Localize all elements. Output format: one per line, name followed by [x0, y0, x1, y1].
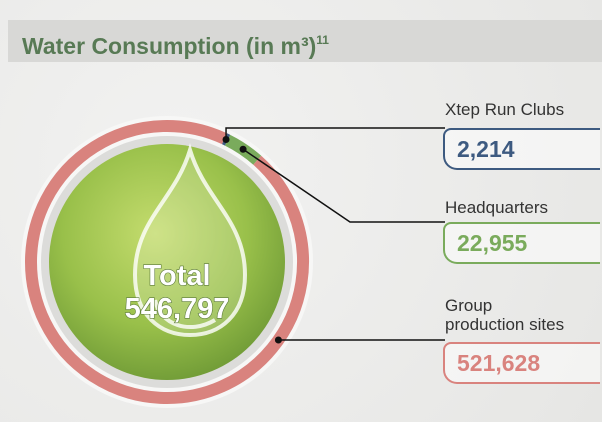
chart-title: Water Consumption (in m³) [22, 33, 317, 59]
center-label: Total [143, 260, 210, 292]
category-label: Group production sites [445, 296, 565, 334]
center-total: 546,797 [125, 293, 230, 325]
donut-segment [25, 120, 309, 404]
connector-dot [274, 336, 282, 344]
connector [225, 127, 445, 140]
value-label: 22,955 [443, 222, 600, 264]
title-note: 11 [316, 33, 329, 47]
connector [242, 148, 445, 223]
title-wrap: Water Consumption (in m³)11 [22, 24, 329, 62]
value-label: 521,628 [443, 342, 600, 384]
category-label: Headquarters [445, 198, 549, 217]
category-label: Xtep Run Clubs [445, 100, 565, 119]
connector-dot [222, 135, 230, 143]
drop-icon [132, 143, 248, 338]
connector-dot [239, 145, 247, 153]
value-label: 2,214 [443, 128, 600, 170]
drop-swirl [153, 299, 217, 330]
title-band [8, 20, 602, 62]
